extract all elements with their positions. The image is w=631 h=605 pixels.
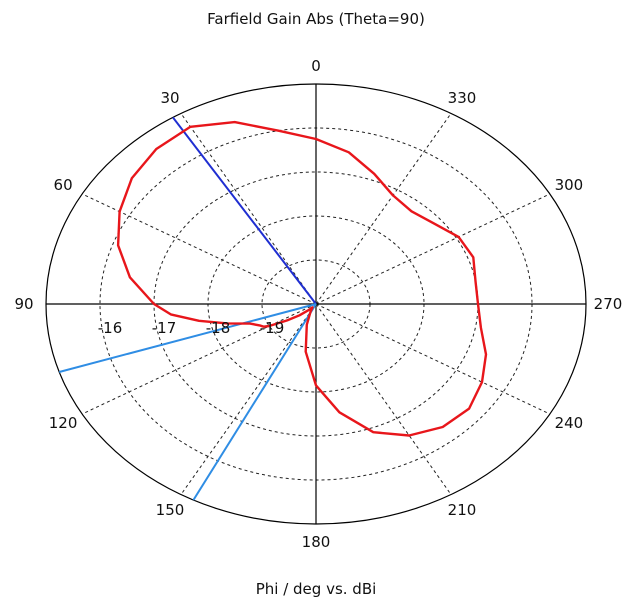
outer-ring: [45, 83, 587, 525]
angle-tick-label: 0: [311, 57, 321, 75]
axis-labels: 0 30 60 90 120 150 180 210 240 270 300 330 -19 -18 -17…: [14, 57, 622, 551]
radial-tick-label: -17: [152, 319, 177, 337]
angle-tick-label: 60: [54, 176, 73, 194]
gain-series: [116, 120, 488, 437]
radial-tick-label: -19: [260, 319, 285, 337]
angle-tick-label: 180: [302, 533, 331, 551]
marker-line-1: [58, 303, 317, 373]
grid-spoke-60: [81, 193, 317, 305]
chart-title: Farfield Gain Abs (Theta=90): [207, 10, 425, 28]
x-axis-label: Phi / deg vs. dBi: [256, 580, 377, 598]
radial-tick-label: -18: [206, 319, 231, 337]
marker-line-0: [172, 116, 317, 305]
marker-lines: [58, 116, 317, 501]
grid-spoke-30: [180, 113, 317, 305]
marker-line-2: [192, 303, 317, 501]
grid-spoke-210: [315, 303, 452, 495]
angle-tick-label: 210: [448, 501, 477, 519]
grid-spoke-240: [315, 303, 551, 415]
angle-tick-label: 30: [160, 89, 179, 107]
radial-tick-label: -16: [98, 319, 123, 337]
angle-tick-label: 90: [14, 295, 33, 313]
angle-tick-label: 150: [156, 501, 185, 519]
gain-curve-0: [116, 120, 488, 437]
grid-spoke-300: [315, 193, 551, 305]
angle-tick-label: 270: [594, 295, 623, 313]
grid-spoke-150: [180, 303, 317, 495]
angle-tick-label: 330: [448, 89, 477, 107]
grid-spoke-330: [315, 113, 452, 305]
angle-tick-label: 120: [49, 414, 78, 432]
angle-tick-label: 240: [555, 414, 584, 432]
angle-tick-label: 300: [555, 176, 584, 194]
